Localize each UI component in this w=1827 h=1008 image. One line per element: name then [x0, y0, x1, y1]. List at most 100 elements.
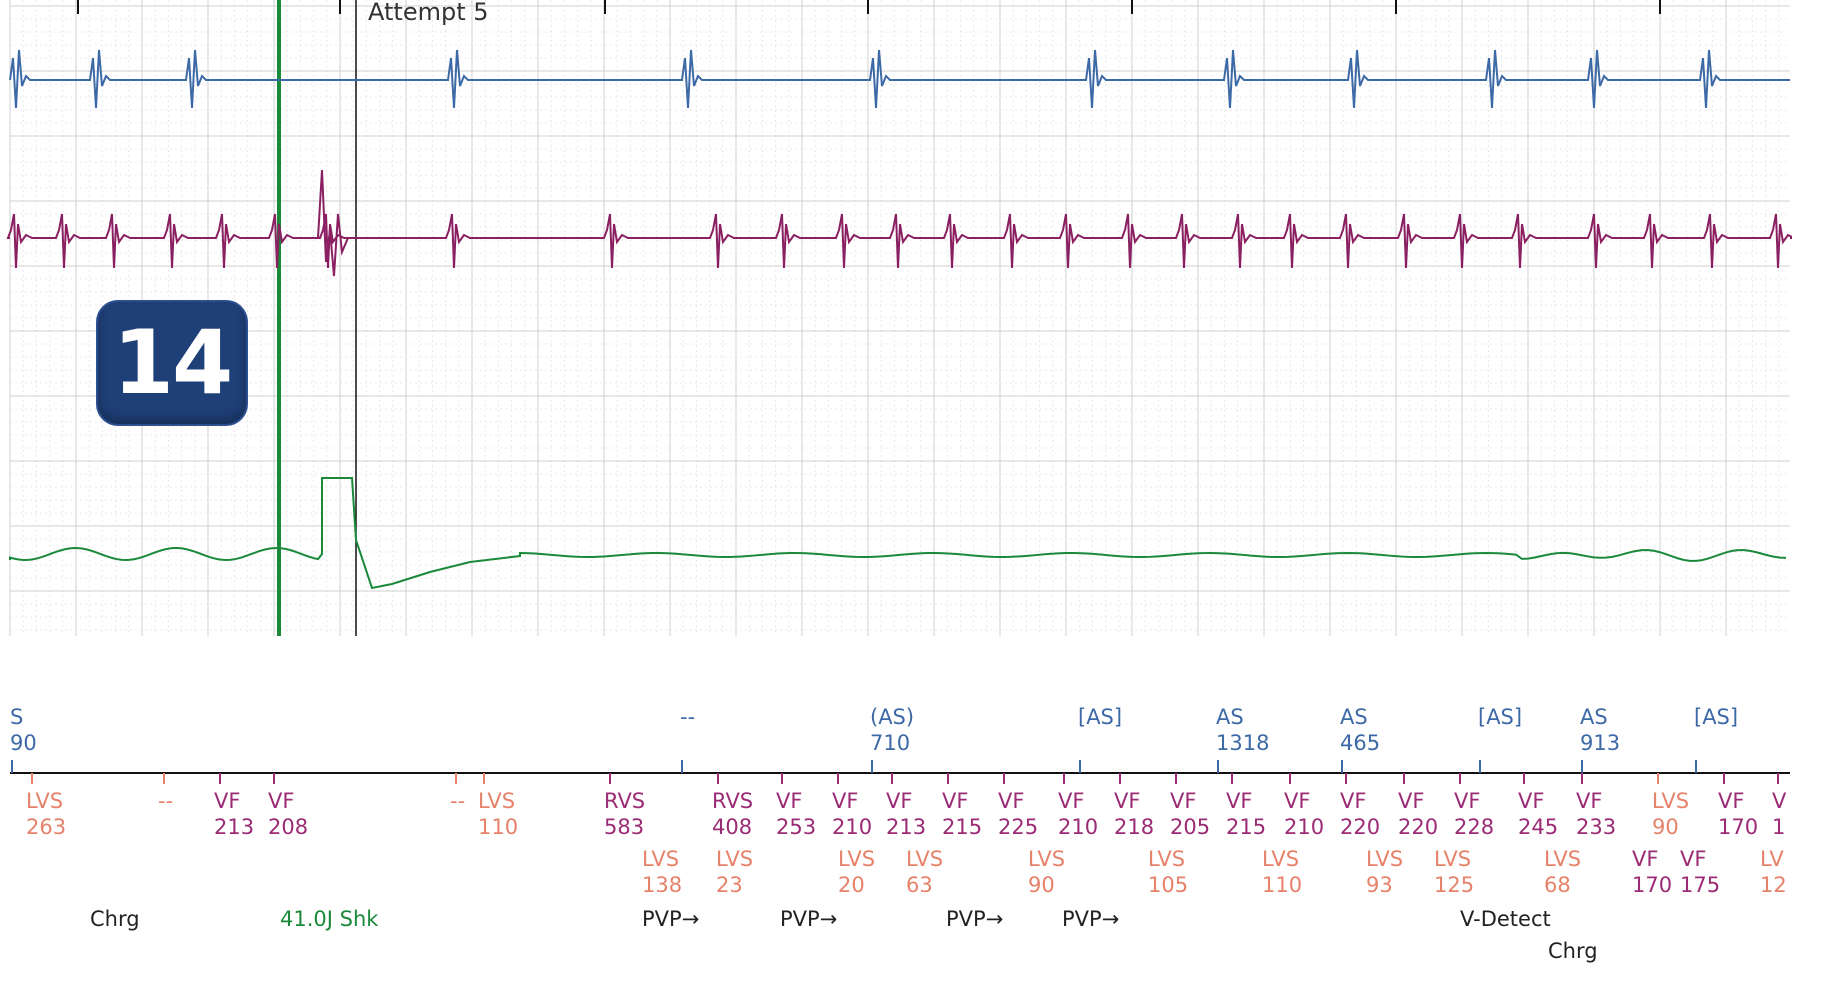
ventricular-marker-value: 1: [1772, 815, 1785, 839]
ventricular-marker-value: 215: [1226, 815, 1266, 839]
ventricular-marker-label-row2: LVS: [716, 847, 753, 871]
shock-channel-trace: [9, 477, 1787, 590]
ventricular-marker-label-row2: VF: [1680, 847, 1706, 871]
atrial-marker-label: --: [680, 705, 695, 729]
event-annotation: V-Detect: [1460, 907, 1551, 931]
ventricular-marker-label-row2: LVS: [906, 847, 943, 871]
ventricular-marker-value: 228: [1454, 815, 1494, 839]
ventricular-marker-label-row2: LVS: [642, 847, 679, 871]
ventricular-marker-value: 408: [712, 815, 752, 839]
ventricular-marker-label: LVS: [26, 789, 63, 813]
atrial-marker-label: AS: [1216, 705, 1244, 729]
event-annotation: Chrg: [90, 907, 140, 931]
ventricular-marker-value-row2: 63: [906, 873, 933, 897]
atrial-marker-label: [AS]: [1694, 705, 1738, 729]
ventricular-marker-value-row2: 138: [642, 873, 682, 897]
ventricular-marker-label: VF: [1340, 789, 1366, 813]
ventricular-marker-value-row2: 90: [1028, 873, 1055, 897]
attempt-label: Attempt 5: [368, 0, 489, 26]
event-annotation: 41.0J Shk: [280, 907, 379, 931]
ventricular-marker-value: 213: [886, 815, 926, 839]
ventricular-marker-label: V: [1772, 789, 1787, 813]
ventricular-marker-value-row2: 175: [1680, 873, 1720, 897]
event-annotation: PVP→: [946, 907, 1003, 931]
ventricular-marker-label: VF: [1454, 789, 1480, 813]
ventricular-marker-value: 170: [1718, 815, 1758, 839]
ventricular-marker-value: 253: [776, 815, 816, 839]
atrial-marker-value: 913: [1580, 731, 1620, 755]
ventricular-marker-value: 213: [214, 815, 254, 839]
ventricular-marker-label-row2: LVS: [1262, 847, 1299, 871]
ventricular-marker-label: VF: [776, 789, 802, 813]
right-mask: [1792, 0, 1827, 1008]
ventricular-marker-label: --: [450, 789, 465, 813]
ventricular-marker-value: 205: [1170, 815, 1210, 839]
ventricular-marker-value-row2: 12: [1760, 873, 1787, 897]
ventricular-marker-label-row2: LVS: [1148, 847, 1185, 871]
ventricular-marker-label: VF: [1576, 789, 1602, 813]
event-annotation: PVP→: [1062, 907, 1119, 931]
atrial-marker-label: AS: [1580, 705, 1608, 729]
ventricular-marker-value: 218: [1114, 815, 1154, 839]
ventricular-marker-value-row2: 110: [1262, 873, 1302, 897]
ventricular-marker-value-row2: 125: [1434, 873, 1474, 897]
ventricular-marker-value: 583: [604, 815, 644, 839]
ventricular-marker-value: 225: [998, 815, 1038, 839]
ventricular-marker-label: LVS: [1652, 789, 1689, 813]
ventricular-marker-value: 110: [478, 815, 518, 839]
ventricular-marker-label-row2: LVS: [1366, 847, 1403, 871]
event-annotation: PVP→: [642, 907, 699, 931]
atrial-trace: [9, 49, 1790, 109]
ventricular-marker-value: 215: [942, 815, 982, 839]
ventricular-marker-label: VF: [1170, 789, 1196, 813]
event-annotation: PVP→: [780, 907, 837, 931]
ventricular-marker-label: --: [158, 789, 173, 813]
ventricular-marker-value-row2: 68: [1544, 873, 1571, 897]
ventricular-marker-value: 90: [1652, 815, 1679, 839]
ventricular-marker-label: VF: [1284, 789, 1310, 813]
ventricular-marker-label-row2: LVS: [1028, 847, 1065, 871]
ventricular-marker-label: VF: [214, 789, 240, 813]
ventricular-marker-label: VF: [942, 789, 968, 813]
ventricular-marker-value-row2: 23: [716, 873, 743, 897]
ventricular-marker-value: 233: [1576, 815, 1616, 839]
atrial-marker-label: AS: [1340, 705, 1368, 729]
ventricular-marker-label-row2: VF: [1632, 847, 1658, 871]
ventricular-marker-label: VF: [1518, 789, 1544, 813]
ventricular-marker-label: VF: [1058, 789, 1084, 813]
figure-number-badge: 14: [98, 302, 246, 424]
ventricular-marker-value-row2: 170: [1632, 873, 1672, 897]
ventricular-marker-label: VF: [1114, 789, 1140, 813]
ventricular-marker-label-row2: LVS: [1434, 847, 1471, 871]
ventricular-marker-label: VF: [268, 789, 294, 813]
ventricular-marker-label: RVS: [712, 789, 753, 813]
ventricular-marker-label-row2: LV: [1760, 847, 1784, 871]
atrial-marker-value: 1318: [1216, 731, 1269, 755]
atrial-marker-value: 90: [10, 731, 37, 755]
ventricular-marker-label: VF: [886, 789, 912, 813]
atrial-marker-label: S: [10, 705, 23, 729]
atrial-marker-label: [AS]: [1078, 705, 1122, 729]
ventricular-marker-value-row2: 105: [1148, 873, 1188, 897]
grid: [9, 0, 1790, 636]
ventricular-marker-label: VF: [1226, 789, 1252, 813]
ventricular-marker-label-row2: LVS: [1544, 847, 1581, 871]
ventricular-marker-value: 210: [1058, 815, 1098, 839]
ventricular-marker-value: 220: [1398, 815, 1438, 839]
atrial-marker-label: [AS]: [1478, 705, 1522, 729]
event-annotation: Chrg: [1548, 939, 1598, 963]
ventricular-trace: [6, 213, 1795, 269]
ventricular-marker-label: VF: [1718, 789, 1744, 813]
shock-artifact-trace: [317, 169, 349, 277]
traces: [6, 0, 1795, 636]
ventricular-marker-label: VF: [832, 789, 858, 813]
ventricular-marker-value-row2: 93: [1366, 873, 1393, 897]
ventricular-marker-value: 208: [268, 815, 308, 839]
ventricular-marker-label: VF: [998, 789, 1024, 813]
ventricular-marker-value-row2: 20: [838, 873, 865, 897]
atrial-marker-value: 465: [1340, 731, 1380, 755]
ventricular-marker-value: 220: [1340, 815, 1380, 839]
atrial-marker-label: (AS): [870, 705, 914, 729]
